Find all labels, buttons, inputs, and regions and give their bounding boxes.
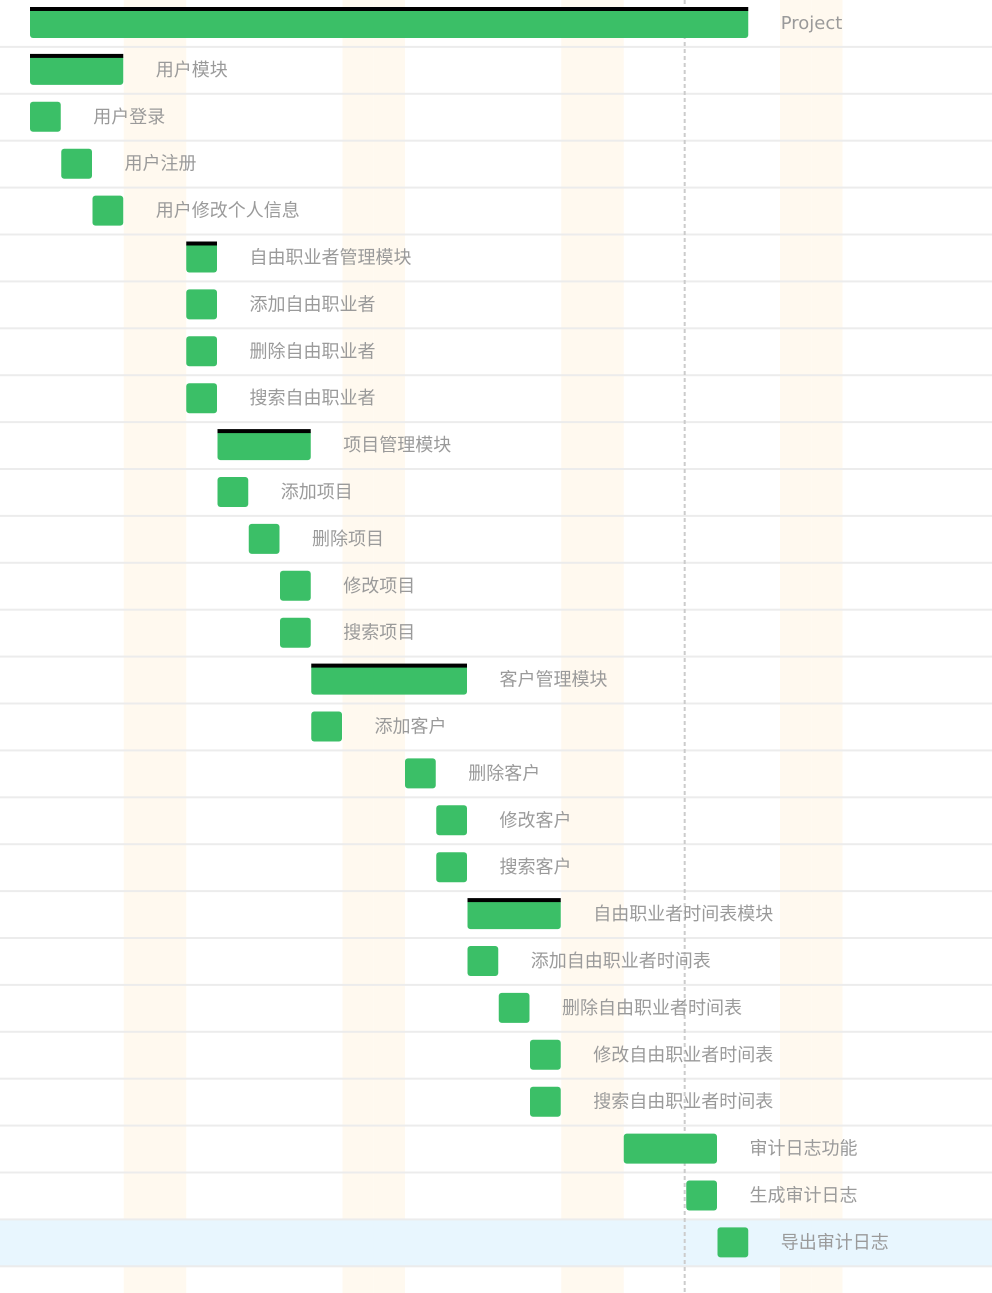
row-divider <box>0 468 992 470</box>
task-bar[interactable] <box>92 195 124 226</box>
row-divider <box>0 655 992 658</box>
task-label: 删除自由职业者时间表 <box>562 998 742 1019</box>
weekend-column <box>373 0 405 1293</box>
row-divider <box>0 702 992 705</box>
row-divider <box>0 937 992 939</box>
task-label: 添加客户 <box>375 717 447 738</box>
weekend-column <box>561 0 593 1293</box>
task-label: 用户登录 <box>93 107 165 128</box>
task-bar[interactable] <box>248 523 280 554</box>
task-bar[interactable] <box>30 54 124 85</box>
task-label: 搜索项目 <box>343 623 415 644</box>
selected-row-highlight <box>0 1219 992 1267</box>
task-bar[interactable] <box>280 570 311 601</box>
row-divider <box>0 890 992 893</box>
task-label: 添加自由职业者 <box>250 294 376 315</box>
task-bar[interactable] <box>186 242 217 273</box>
row-divider <box>0 186 992 189</box>
weekend-column <box>811 0 843 1293</box>
task-bar[interactable] <box>530 1086 561 1117</box>
row-divider <box>0 1124 992 1127</box>
group-bar-top <box>30 7 749 11</box>
task-label: 客户管理模块 <box>500 670 608 691</box>
weekend-column <box>780 0 812 1293</box>
task-bar[interactable] <box>717 1227 749 1258</box>
task-label: 搜索客户 <box>500 857 572 878</box>
row-divider <box>0 1171 992 1174</box>
row-divider <box>0 749 992 752</box>
row-divider <box>0 1077 992 1080</box>
group-bar-top <box>467 898 561 903</box>
task-label: 审计日志功能 <box>750 1139 858 1160</box>
task-label: 生成审计日志 <box>750 1186 858 1207</box>
task-label: 删除项目 <box>312 529 384 550</box>
task-label: 添加自由职业者时间表 <box>531 951 711 972</box>
task-label: 用户修改个人信息 <box>156 201 300 222</box>
task-label: 修改项目 <box>343 576 415 597</box>
task-bar[interactable] <box>311 664 467 695</box>
weekend-column <box>155 0 187 1293</box>
task-bar[interactable] <box>436 852 467 883</box>
task-label: 修改自由职业者时间表 <box>593 1045 773 1066</box>
row-divider <box>0 421 992 424</box>
task-label: 自由职业者时间表模块 <box>593 904 773 925</box>
task-bar[interactable] <box>30 8 749 38</box>
task-bar[interactable] <box>623 1133 717 1164</box>
task-label: 修改客户 <box>500 810 572 831</box>
row-divider <box>0 233 992 236</box>
task-bar[interactable] <box>61 148 92 179</box>
task-label: 添加项目 <box>281 482 353 503</box>
task-bar[interactable] <box>217 477 249 507</box>
weekend-column <box>592 0 624 1293</box>
row-divider <box>0 796 992 799</box>
task-bar[interactable] <box>217 430 311 461</box>
task-label: 导出审计日志 <box>781 1232 889 1253</box>
task-bar[interactable] <box>405 758 436 789</box>
task-bar[interactable] <box>280 617 311 648</box>
task-bar[interactable] <box>186 289 217 320</box>
task-bar[interactable] <box>467 946 499 976</box>
group-bar-top <box>311 663 467 668</box>
group-bar-top <box>186 241 217 246</box>
task-label: 删除自由职业者 <box>250 341 376 362</box>
task-label: 搜索自由职业者 <box>250 388 376 409</box>
row-divider <box>0 1030 992 1033</box>
task-bar[interactable] <box>530 1039 561 1070</box>
task-bar[interactable] <box>30 101 61 132</box>
task-label: 删除客户 <box>468 763 540 784</box>
task-label: 搜索自由职业者时间表 <box>593 1092 773 1113</box>
row-divider <box>0 374 992 377</box>
group-bar-top <box>217 429 311 434</box>
row-divider <box>0 983 992 986</box>
weekend-column <box>123 0 155 1293</box>
row-divider <box>0 280 992 283</box>
row-divider <box>0 1265 992 1268</box>
row-divider <box>0 327 992 330</box>
row-divider <box>0 92 992 95</box>
task-label: 自由职业者管理模块 <box>250 248 412 269</box>
task-bar[interactable] <box>186 383 217 414</box>
task-bar[interactable] <box>686 1180 717 1211</box>
task-label: 用户模块 <box>156 60 228 81</box>
task-bar[interactable] <box>311 711 342 742</box>
row-divider <box>0 1218 992 1221</box>
task-bar[interactable] <box>498 992 530 1023</box>
row-divider <box>0 608 992 611</box>
task-bar[interactable] <box>436 805 467 836</box>
task-label: Project <box>781 13 843 34</box>
task-label: 项目管理模块 <box>343 435 451 456</box>
row-divider <box>0 45 992 48</box>
row-divider <box>0 139 992 142</box>
row-divider <box>0 561 992 564</box>
weekend-column <box>342 0 374 1293</box>
group-bar-top <box>30 53 124 58</box>
task-label: 用户注册 <box>125 154 197 175</box>
task-bar[interactable] <box>467 899 561 930</box>
task-bar[interactable] <box>186 336 217 367</box>
row-divider <box>0 843 992 846</box>
row-divider <box>0 514 992 517</box>
